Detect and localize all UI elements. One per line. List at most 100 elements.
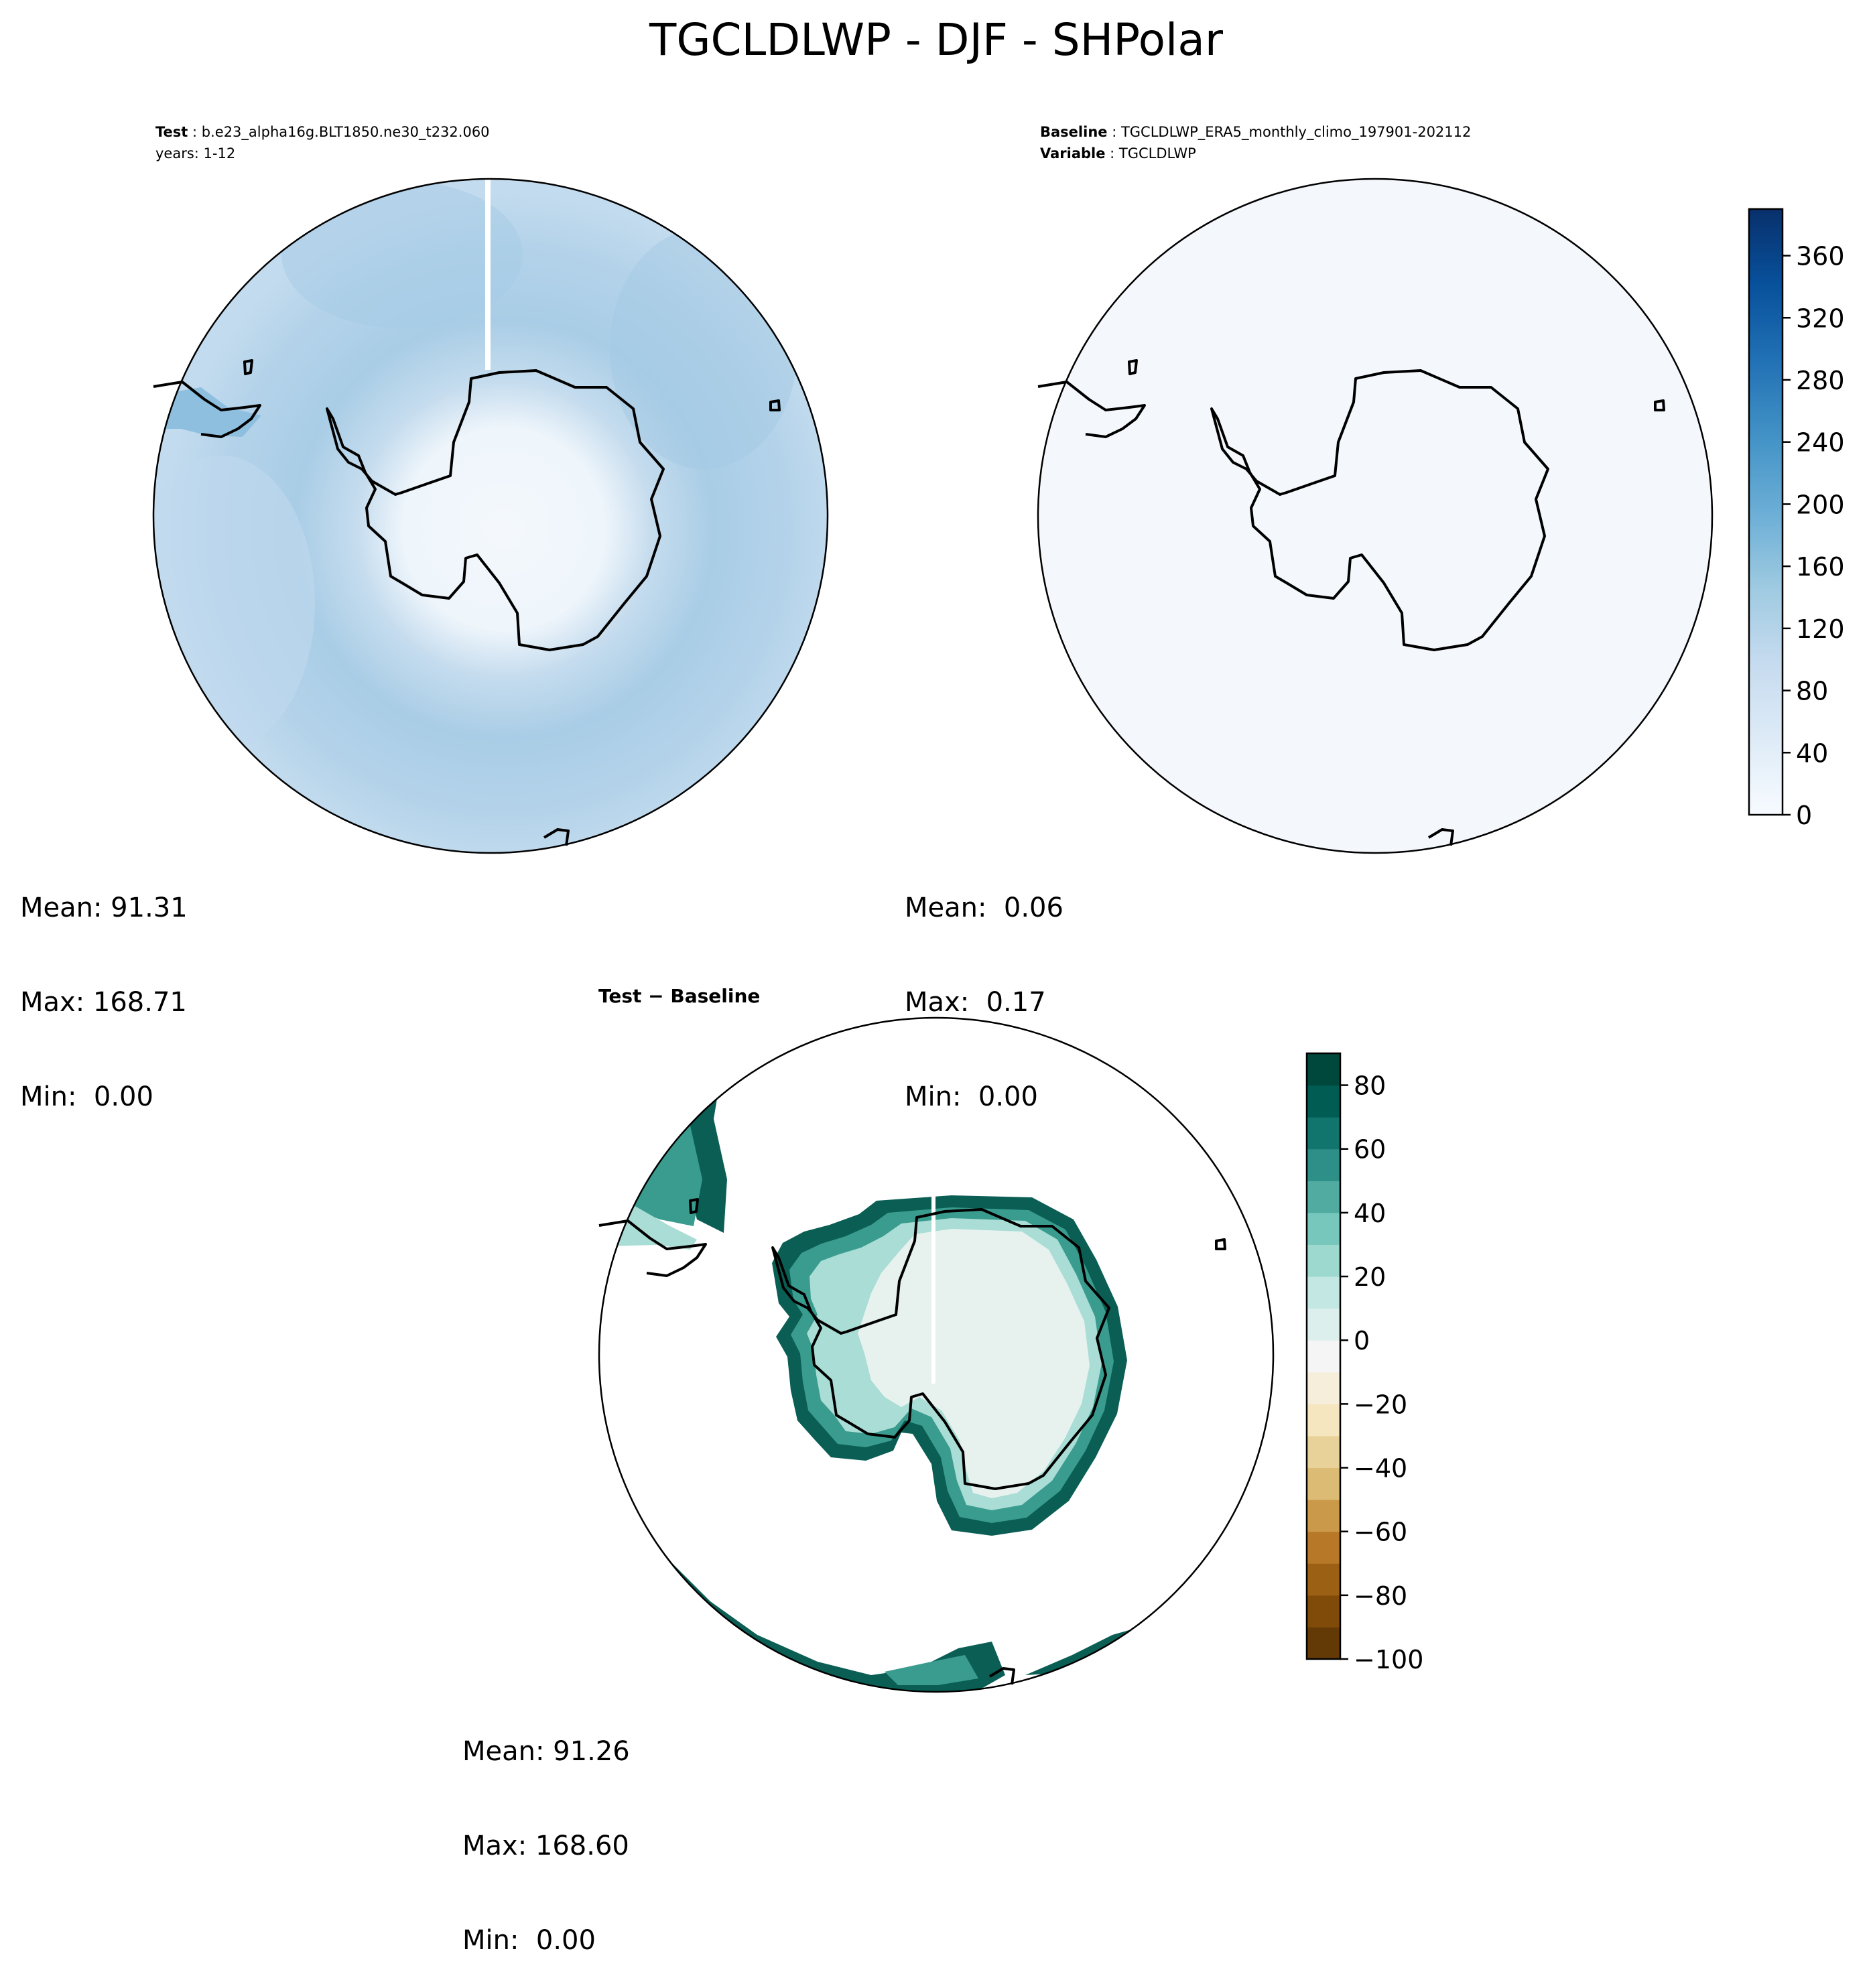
test-panel-header: Test : b.e23_alpha16g.BLT1850.ne30_t232.…	[155, 124, 490, 161]
difference-colorbar-tick-label: −80	[1354, 1581, 1407, 1611]
baseline-stats: Mean: 0.06 Max: 0.17 Min: 0.00	[905, 830, 1063, 1144]
test-south-america-outline	[153, 381, 261, 438]
absolute-colorbar: 0 40 80 120 160 200 240 280 320 360	[1748, 208, 1845, 830]
difference-colorbar-tick-label: 80	[1354, 1071, 1386, 1101]
absolute-colorbar-tick-label: 360	[1796, 242, 1845, 271]
difference-colorbar-level	[1307, 1340, 1340, 1373]
baseline-field	[1038, 179, 1712, 853]
svg-text:Test : b.e23_alpha16g.BLT1850.: Test : b.e23_alpha16g.BLT1850.ne30_t232.…	[155, 124, 490, 141]
absolute-colorbar-tick-label: 320	[1796, 304, 1845, 333]
difference-antarctica-outline	[771, 1208, 1110, 1490]
baseline-south-america-outline	[1037, 381, 1146, 438]
difference-colorbar-tick-label: 20	[1354, 1262, 1386, 1292]
difference-colorbar-level	[1307, 1563, 1340, 1596]
baseline-mean: Mean: 0.06	[905, 892, 1063, 923]
test-header-separator: :	[188, 124, 201, 140]
test-header-label: Test	[155, 124, 188, 140]
test-field-patch	[281, 181, 523, 328]
baseline-min: Min: 0.00	[905, 1081, 1038, 1112]
difference-colorbar-level	[1307, 1244, 1340, 1277]
figure-title: TGCLDLWP - DJF - SHPolar	[649, 14, 1224, 66]
test-seam	[485, 179, 491, 370]
difference-seam	[931, 1196, 935, 1384]
difference-colorbar-level	[1307, 1627, 1340, 1660]
test-case-name: b.e23_alpha16g.BLT1850.ne30_t232.060	[202, 124, 490, 141]
test-stats: Mean: 91.31 Max: 168.71 Min: 0.00	[20, 830, 188, 1144]
difference-colorbar-level	[1307, 1085, 1340, 1118]
baseline-island-outline	[1128, 359, 1138, 375]
difference-sea-ice-band	[885, 1655, 978, 1685]
difference-mean: Mean: 91.26	[462, 1736, 630, 1767]
difference-colorbar-tick-label: −40	[1354, 1454, 1407, 1483]
difference-colorbar-frame	[1305, 1052, 1342, 1660]
baseline-island-outline	[1427, 828, 1454, 846]
test-antarctica-outline	[326, 369, 665, 651]
difference-south-america-outline	[598, 1219, 707, 1277]
absolute-colorbar-bar	[1748, 208, 1784, 816]
baseline-antarctica-outline	[1210, 369, 1549, 651]
test-min: Min: 0.00	[20, 1081, 153, 1112]
baseline-map-boundary	[1037, 178, 1714, 854]
absolute-colorbar-tick-label: 280	[1796, 366, 1845, 395]
difference-island-outline	[988, 1667, 1015, 1685]
baseline-map	[1037, 178, 1714, 854]
difference-colorbar-level	[1307, 1500, 1340, 1532]
absolute-colorbar-tick-label: 120	[1796, 614, 1845, 644]
baseline-variable-name: TGCLDLWP	[1118, 145, 1196, 161]
difference-colorbar-level	[1307, 1404, 1340, 1437]
test-map-boundary	[152, 178, 829, 854]
absolute-colorbar-tick-label: 160	[1796, 552, 1845, 582]
difference-colorbar-tick-label: −20	[1354, 1390, 1407, 1419]
difference-colorbar-level	[1307, 1276, 1340, 1309]
difference-colorbar-ticks: −100 −80 −60 −40 −20 0 20 40 60 80	[1340, 1071, 1423, 1674]
difference-max: Max: 168.60	[462, 1831, 629, 1861]
absolute-colorbar-tick-label: 40	[1796, 738, 1828, 768]
test-field-patch	[153, 456, 315, 750]
difference-colorbar-level	[1307, 1148, 1340, 1181]
baseline-panel-header: Baseline : TGCLDLWP_ERA5_monthly_climo_1…	[1040, 124, 1471, 161]
difference-island-outline	[689, 1198, 699, 1214]
difference-panel-header: Test − Baseline	[598, 985, 760, 1007]
difference-colorbar-level	[1307, 1531, 1340, 1564]
test-max: Max: 168.71	[20, 987, 187, 1018]
difference-colorbar-level	[1307, 1372, 1340, 1404]
svg-text:Baseline : TGCLDLWP_ERA5_month: Baseline : TGCLDLWP_ERA5_monthly_climo_1…	[1040, 124, 1471, 141]
baseline-island-outline	[1654, 399, 1665, 411]
svg-text:Variable : TGCLDLWP: Variable : TGCLDLWP	[1040, 145, 1196, 161]
difference-colorbar-level	[1307, 1595, 1340, 1628]
difference-colorbar-level	[1307, 1308, 1340, 1341]
difference-min: Min: 0.00	[462, 1925, 596, 1956]
difference-map-boundary	[598, 1016, 1275, 1693]
absolute-colorbar-tick-label: 240	[1796, 428, 1845, 458]
test-field-patch	[153, 387, 261, 437]
test-years: years: 1-12	[155, 145, 235, 161]
difference-colorbar-level	[1307, 1117, 1340, 1150]
difference-colorbar: −100 −80 −60 −40 −20 0 20 40 60 80	[1305, 1052, 1423, 1674]
difference-colorbar-tick-label: −100	[1354, 1645, 1423, 1674]
difference-colorbar-tick-label: 0	[1354, 1326, 1370, 1355]
difference-antarctic-interior	[858, 1229, 1090, 1498]
absolute-colorbar-tick-label: 0	[1796, 801, 1812, 830]
difference-colorbar-tick-label: −60	[1354, 1518, 1407, 1547]
test-island-outline	[243, 359, 253, 375]
difference-colorbar-level	[1307, 1435, 1340, 1469]
difference-colorbar-level	[1307, 1053, 1340, 1086]
test-island-outline	[543, 828, 570, 846]
figure: TGCLDLWP - DJF - SHPolar Test : b.e23_al…	[152, 14, 1845, 1693]
baseline-header-separator: :	[1108, 124, 1121, 140]
difference-colorbar-level	[1307, 1467, 1340, 1500]
difference-colorbar-tick-label: 60	[1354, 1135, 1386, 1165]
absolute-colorbar-ticks: 0 40 80 120 160 200 240 280 320 360	[1783, 242, 1845, 830]
baseline-variable-separator: :	[1105, 145, 1118, 161]
difference-stats: Mean: 91.26 Max: 168.60 Min: 0.00	[462, 1673, 630, 1988]
absolute-colorbar-tick-label: 80	[1796, 677, 1828, 706]
test-island-outline	[769, 399, 781, 411]
difference-colorbar-blocks	[1307, 1053, 1340, 1660]
test-mean: Mean: 91.31	[20, 892, 188, 923]
baseline-case-name: TGCLDLWP_ERA5_monthly_climo_197901-20211…	[1120, 124, 1471, 141]
difference-colorbar-level	[1307, 1181, 1340, 1213]
test-map	[152, 178, 829, 854]
baseline-header-label: Baseline	[1040, 124, 1108, 140]
baseline-max: Max: 0.17	[905, 987, 1046, 1018]
difference-colorbar-tick-label: 40	[1354, 1199, 1386, 1228]
